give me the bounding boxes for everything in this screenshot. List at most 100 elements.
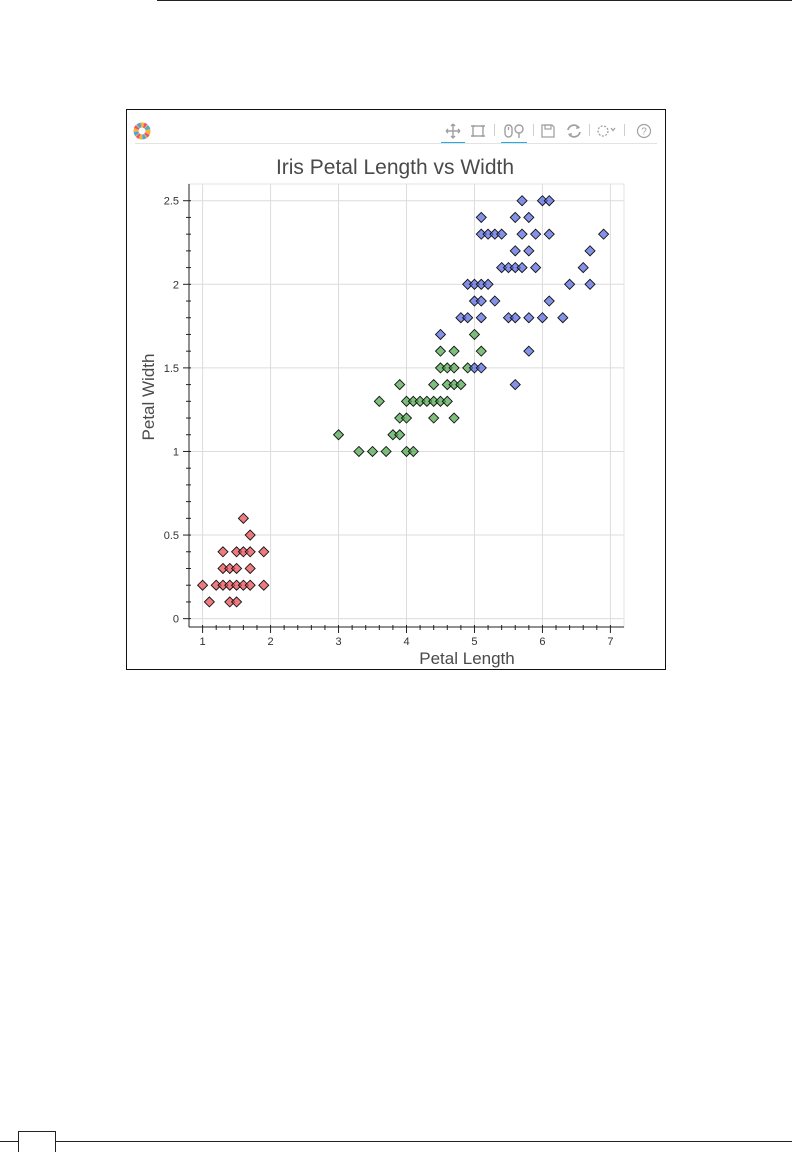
toolbar-divider bbox=[533, 124, 534, 136]
data-point bbox=[475, 362, 487, 374]
data-point bbox=[475, 345, 487, 357]
x-tick-label: 5 bbox=[471, 636, 477, 648]
box-zoom-tool[interactable] bbox=[467, 120, 489, 142]
data-point bbox=[509, 211, 521, 224]
data-point bbox=[543, 195, 555, 207]
scatter-plot[interactable]: Iris Petal Length vs Width 1 2 3 4 5 6 7 0 0.5 1… bbox=[127, 144, 665, 669]
data-point bbox=[394, 378, 406, 391]
toolbar-divider bbox=[624, 124, 625, 136]
data-point bbox=[523, 312, 535, 324]
help-icon: ? bbox=[636, 123, 652, 139]
data-point bbox=[203, 596, 216, 608]
help-tool[interactable]: ? bbox=[633, 120, 655, 142]
data-point bbox=[468, 328, 481, 341]
y-tick-label: 2 bbox=[173, 279, 179, 291]
data-point bbox=[496, 228, 508, 240]
data-point bbox=[563, 278, 576, 290]
top-page-rule bbox=[157, 0, 792, 1]
data-point bbox=[530, 261, 542, 274]
y-axis: 0 0.5 1 1.5 2 2.5 bbox=[164, 184, 191, 627]
bottom-page-rule bbox=[0, 1141, 792, 1142]
data-point bbox=[217, 546, 229, 558]
data-point bbox=[244, 579, 256, 591]
data-points bbox=[196, 195, 610, 608]
data-point bbox=[394, 429, 406, 441]
data-point bbox=[516, 228, 528, 240]
reset-tool[interactable] bbox=[563, 120, 585, 142]
data-point bbox=[434, 328, 447, 341]
data-point bbox=[230, 596, 243, 608]
data-point bbox=[428, 412, 440, 424]
save-icon bbox=[541, 124, 555, 138]
x-tick-label: 6 bbox=[539, 636, 545, 648]
data-point bbox=[489, 295, 501, 307]
data-point bbox=[530, 228, 542, 240]
wheel-zoom-tool[interactable] bbox=[501, 120, 527, 144]
toolbar: ? bbox=[127, 110, 665, 144]
page-number-box bbox=[18, 1131, 56, 1152]
grid-lines bbox=[189, 184, 624, 627]
data-point bbox=[516, 261, 528, 274]
data-point bbox=[373, 395, 385, 407]
hover-tool[interactable] bbox=[594, 120, 620, 142]
y-tick-label: 1.5 bbox=[164, 363, 179, 375]
x-tick-label: 4 bbox=[403, 636, 409, 648]
data-point bbox=[230, 562, 243, 575]
x-tick-label: 1 bbox=[200, 636, 206, 648]
chart-title: Iris Petal Length vs Width bbox=[276, 156, 514, 179]
data-point bbox=[584, 278, 596, 290]
data-point bbox=[332, 429, 345, 441]
data-point bbox=[475, 295, 487, 307]
data-point bbox=[482, 278, 494, 290]
data-point bbox=[509, 378, 521, 391]
hover-icon bbox=[597, 125, 616, 137]
data-point bbox=[428, 378, 440, 391]
pan-icon bbox=[445, 123, 461, 139]
save-tool[interactable] bbox=[538, 120, 558, 142]
data-point bbox=[244, 546, 256, 558]
data-point bbox=[366, 445, 379, 458]
data-point bbox=[448, 345, 460, 357]
data-point bbox=[237, 512, 250, 524]
data-point bbox=[448, 412, 460, 424]
data-point bbox=[455, 378, 467, 391]
bokeh-logo-icon bbox=[133, 122, 151, 140]
x-tick-label: 3 bbox=[335, 636, 341, 648]
y-tick-label: 1 bbox=[173, 446, 179, 458]
data-point bbox=[509, 312, 521, 324]
y-axis-label: Petal Width bbox=[139, 354, 158, 441]
data-point bbox=[543, 228, 555, 240]
y-tick-label: 2.5 bbox=[164, 196, 179, 208]
data-point bbox=[244, 529, 256, 541]
bokeh-figure: ? Iris Petal Length vs Width 1 2 3 4 5 6 7 0 0.… bbox=[126, 109, 666, 670]
toolbar-divider bbox=[589, 124, 590, 136]
data-point bbox=[258, 546, 270, 558]
data-point bbox=[584, 245, 596, 257]
box-zoom-icon bbox=[471, 125, 485, 137]
x-tick-label: 7 bbox=[607, 636, 613, 648]
x-axis: 1 2 3 4 5 6 7 bbox=[189, 625, 624, 648]
data-point bbox=[475, 211, 487, 224]
data-point bbox=[543, 295, 555, 307]
data-point bbox=[475, 312, 487, 324]
wheel-zoom-icon bbox=[504, 124, 524, 138]
data-point bbox=[509, 245, 521, 257]
data-point bbox=[516, 195, 528, 207]
data-point bbox=[258, 579, 270, 591]
data-point bbox=[523, 211, 535, 224]
reset-icon bbox=[567, 124, 581, 138]
data-point bbox=[462, 312, 474, 324]
data-point bbox=[380, 445, 392, 458]
x-tick-label: 2 bbox=[268, 636, 274, 648]
data-point bbox=[557, 312, 569, 324]
data-point bbox=[434, 345, 447, 357]
toolbar-underline bbox=[135, 143, 657, 144]
y-tick-label: 0 bbox=[173, 614, 179, 626]
toolbar-divider bbox=[494, 124, 495, 136]
data-point bbox=[523, 245, 535, 257]
data-point bbox=[523, 345, 535, 357]
data-point bbox=[244, 562, 256, 575]
svg-text:?: ? bbox=[641, 127, 647, 138]
pan-tool[interactable] bbox=[441, 120, 465, 144]
data-point bbox=[441, 395, 453, 407]
